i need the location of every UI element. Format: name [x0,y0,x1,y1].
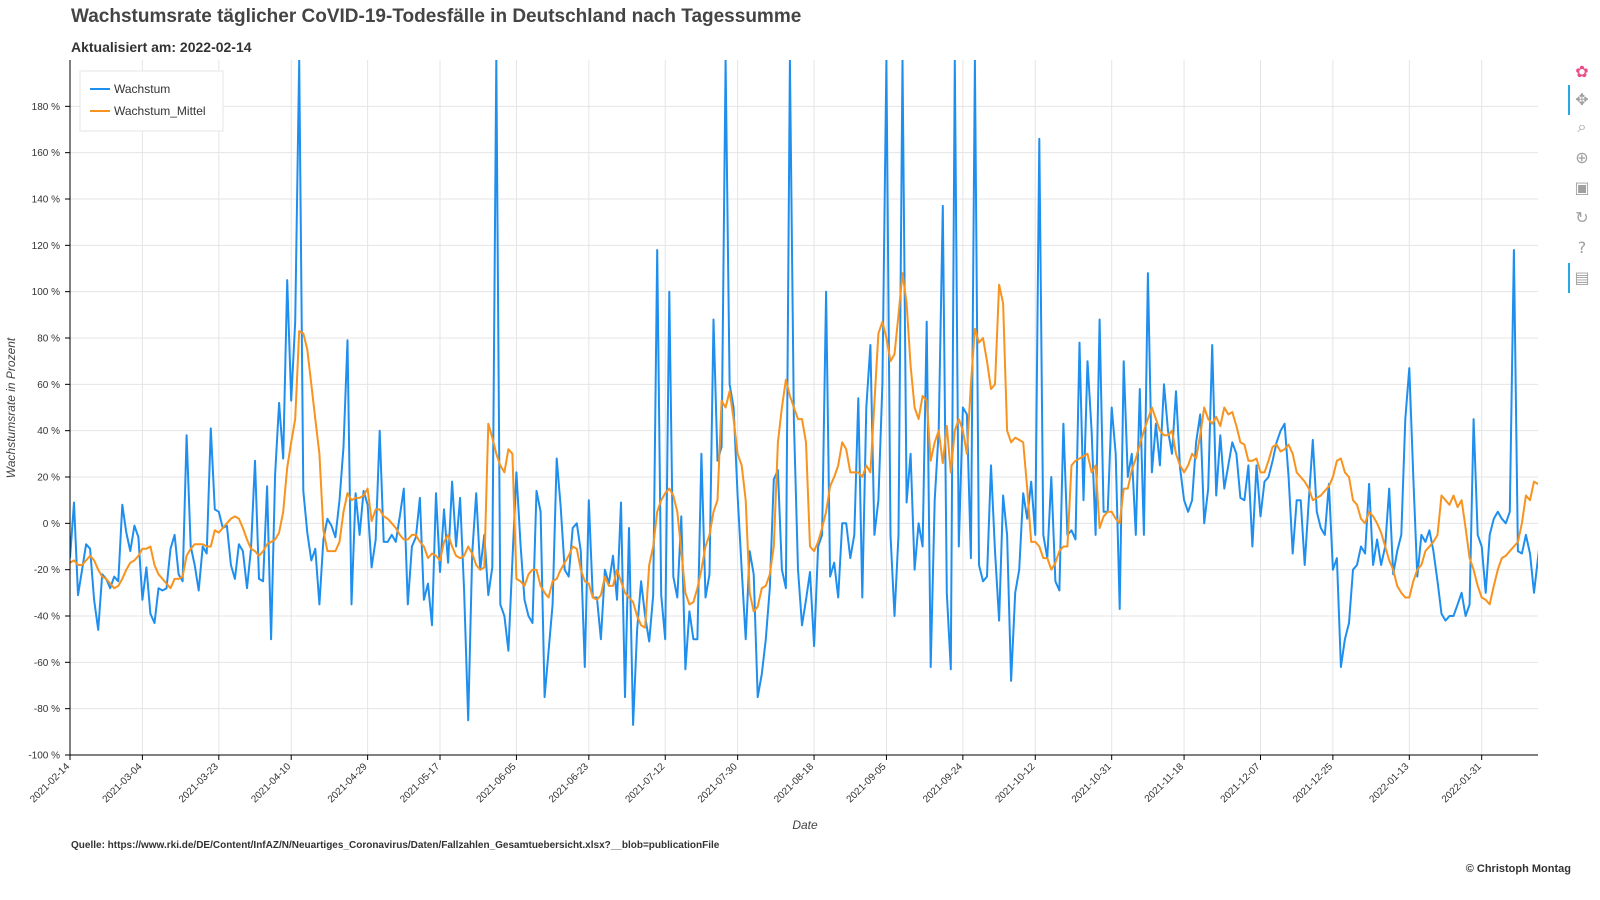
x-tick-label: 2021-03-23 [177,761,221,805]
x-tick-label: 2021-11-18 [1143,761,1187,805]
y-axis-label: Wachstumsrate in Prozent [4,337,18,478]
copyright-note: © Christoph Montag [1465,863,1571,875]
legend-label-wachstum: Wachstum [114,82,170,96]
x-tick-label: 2021-04-10 [249,761,293,805]
x-tick-label: 2021-03-04 [101,761,145,805]
y-tick-label: 20 % [37,473,60,484]
y-tick-label: -60 % [34,658,60,669]
x-tick-label: 2021-09-05 [845,761,889,805]
x-tick-labels: 2021-02-14 2021-03-04 2021-03-23 2021-04-10… [28,755,1484,805]
help-icon[interactable]: ? [1577,237,1587,257]
legend-label-wachstum-mittel: Wachstum_Mittel [114,104,206,118]
series-line-wachstum-mittel [70,272,1538,629]
y-tick-label: -20 % [34,565,60,576]
y-tick-label: 40 % [37,426,60,437]
axes [69,60,1538,756]
x-tick-label: 2021-07-30 [696,761,740,805]
hover-icon[interactable]: ▤ [1574,267,1590,287]
y-tick-label: 80 % [37,334,60,345]
x-axis-label: Date [792,818,818,832]
y-tick-label: -80 % [34,704,60,715]
series-group [70,60,1538,726]
x-tick-label: 2021-12-25 [1291,761,1335,805]
toolbar-active-indicator [1568,263,1570,293]
x-tick-label: 2022-01-13 [1367,761,1411,805]
y-tick-label: 120 % [32,241,60,252]
pan-icon[interactable]: ✥ [1575,89,1589,109]
x-tick-label: 2021-07-12 [623,761,667,805]
x-tick-label: 2021-02-14 [28,761,72,805]
bokeh-logo-icon[interactable]: ✿ [1575,61,1589,81]
grid-lines [69,60,1538,756]
y-tick-label: -100 % [28,751,60,762]
x-tick-label: 2021-08-18 [772,761,816,805]
y-tick-label: 180 % [32,102,60,113]
y-tick-label: 100 % [32,287,60,298]
series-line-wachstum [70,60,1538,726]
toolbar-active-indicator [1568,85,1570,115]
wheel-zoom-icon[interactable]: ⊕ [1575,147,1589,167]
y-tick-label: 60 % [37,380,60,391]
chart-title: Wachstumsrate täglicher CoVID-19-Todesfä… [71,6,802,27]
x-tick-label: 2021-06-05 [475,761,519,805]
x-tick-label: 2021-04-29 [326,761,370,805]
x-tick-label: 2021-09-24 [921,761,965,805]
chart-subtitle: Aktualisiert am: 2022-02-14 [71,39,252,55]
y-tick-label: 140 % [32,195,60,206]
chart-svg[interactable]: -100 % -80 % -60 % -40 % -20 % 0 % 20 % 40 % 60 … [0,0,1568,840]
y-tick-label: 0 % [43,519,60,530]
y-tick-label: -40 % [34,612,60,623]
legend-box [79,70,224,132]
x-tick-label: 2022-01-31 [1440,761,1484,805]
x-tick-label: 2021-10-31 [1070,761,1114,805]
reset-icon[interactable]: ↻ [1575,207,1589,227]
y-tick-labels: -100 % -80 % -60 % -40 % -20 % 0 % 20 % 40 % 60 … [28,102,70,762]
box-zoom-icon[interactable]: ⌕ [1577,117,1587,136]
toolbar: ✿ ✥ ⌕ ⊕ ▣ ↻? ▤ [1568,58,1596,298]
y-tick-label: 160 % [32,148,60,159]
x-tick-label: 2021-10-12 [993,761,1037,805]
x-tick-label: 2021-05-17 [398,761,442,805]
legend[interactable]: Wachstum Wachstum_Mittel [79,70,224,132]
save-icon[interactable]: ▣ [1574,177,1590,197]
x-tick-label: 2021-12-07 [1219,761,1263,805]
source-note: Quelle: https://www.rki.de/DE/Content/In… [71,840,720,851]
x-tick-label: 2021-06-23 [547,761,591,805]
